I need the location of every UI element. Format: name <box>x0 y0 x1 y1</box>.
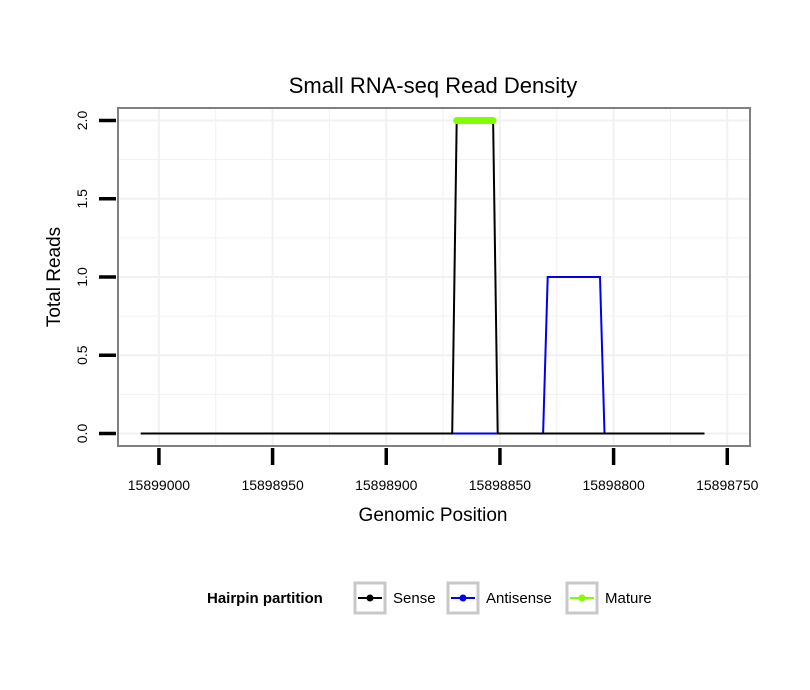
y-tick-label: 2.0 <box>74 111 90 131</box>
chart-title: Small RNA-seq Read Density <box>289 73 578 98</box>
y-tick-label: 0.0 <box>74 424 90 444</box>
x-tick-label: 15899000 <box>128 477 191 493</box>
legend: Hairpin partition Sense Antisense Mature <box>207 581 652 615</box>
y-axis-label: Total Reads <box>44 227 65 327</box>
legend-key-point <box>459 594 467 602</box>
x-tick-label: 15898950 <box>241 477 304 493</box>
y-tick-label: 0.5 <box>74 345 90 365</box>
x-tick-label: 15898850 <box>469 477 532 493</box>
legend-key-point <box>578 594 586 602</box>
y-tick-label: 1.5 <box>74 189 90 209</box>
series-layer <box>140 117 705 435</box>
legend-label-sense: Sense <box>393 590 436 607</box>
y-tick-label: 1.0 <box>74 267 90 287</box>
x-tick-label: 15898800 <box>582 477 645 493</box>
legend-label-antisense: Antisense <box>486 590 552 607</box>
x-axis: 15899000 15898950 15898900 15898850 15898800… <box>128 448 759 493</box>
x-tick-label: 15898750 <box>696 477 759 493</box>
legend-title: Hairpin partition <box>207 590 323 607</box>
legend-key-point <box>366 594 374 602</box>
x-tick-label: 15898900 <box>355 477 418 493</box>
x-axis-label: Genomic Position <box>359 505 508 526</box>
plot-border <box>117 107 751 447</box>
legend-label-mature: Mature <box>605 590 652 607</box>
grid-lines <box>118 108 750 446</box>
y-axis: 0.0 0.5 1.0 1.5 2.0 <box>74 111 116 444</box>
